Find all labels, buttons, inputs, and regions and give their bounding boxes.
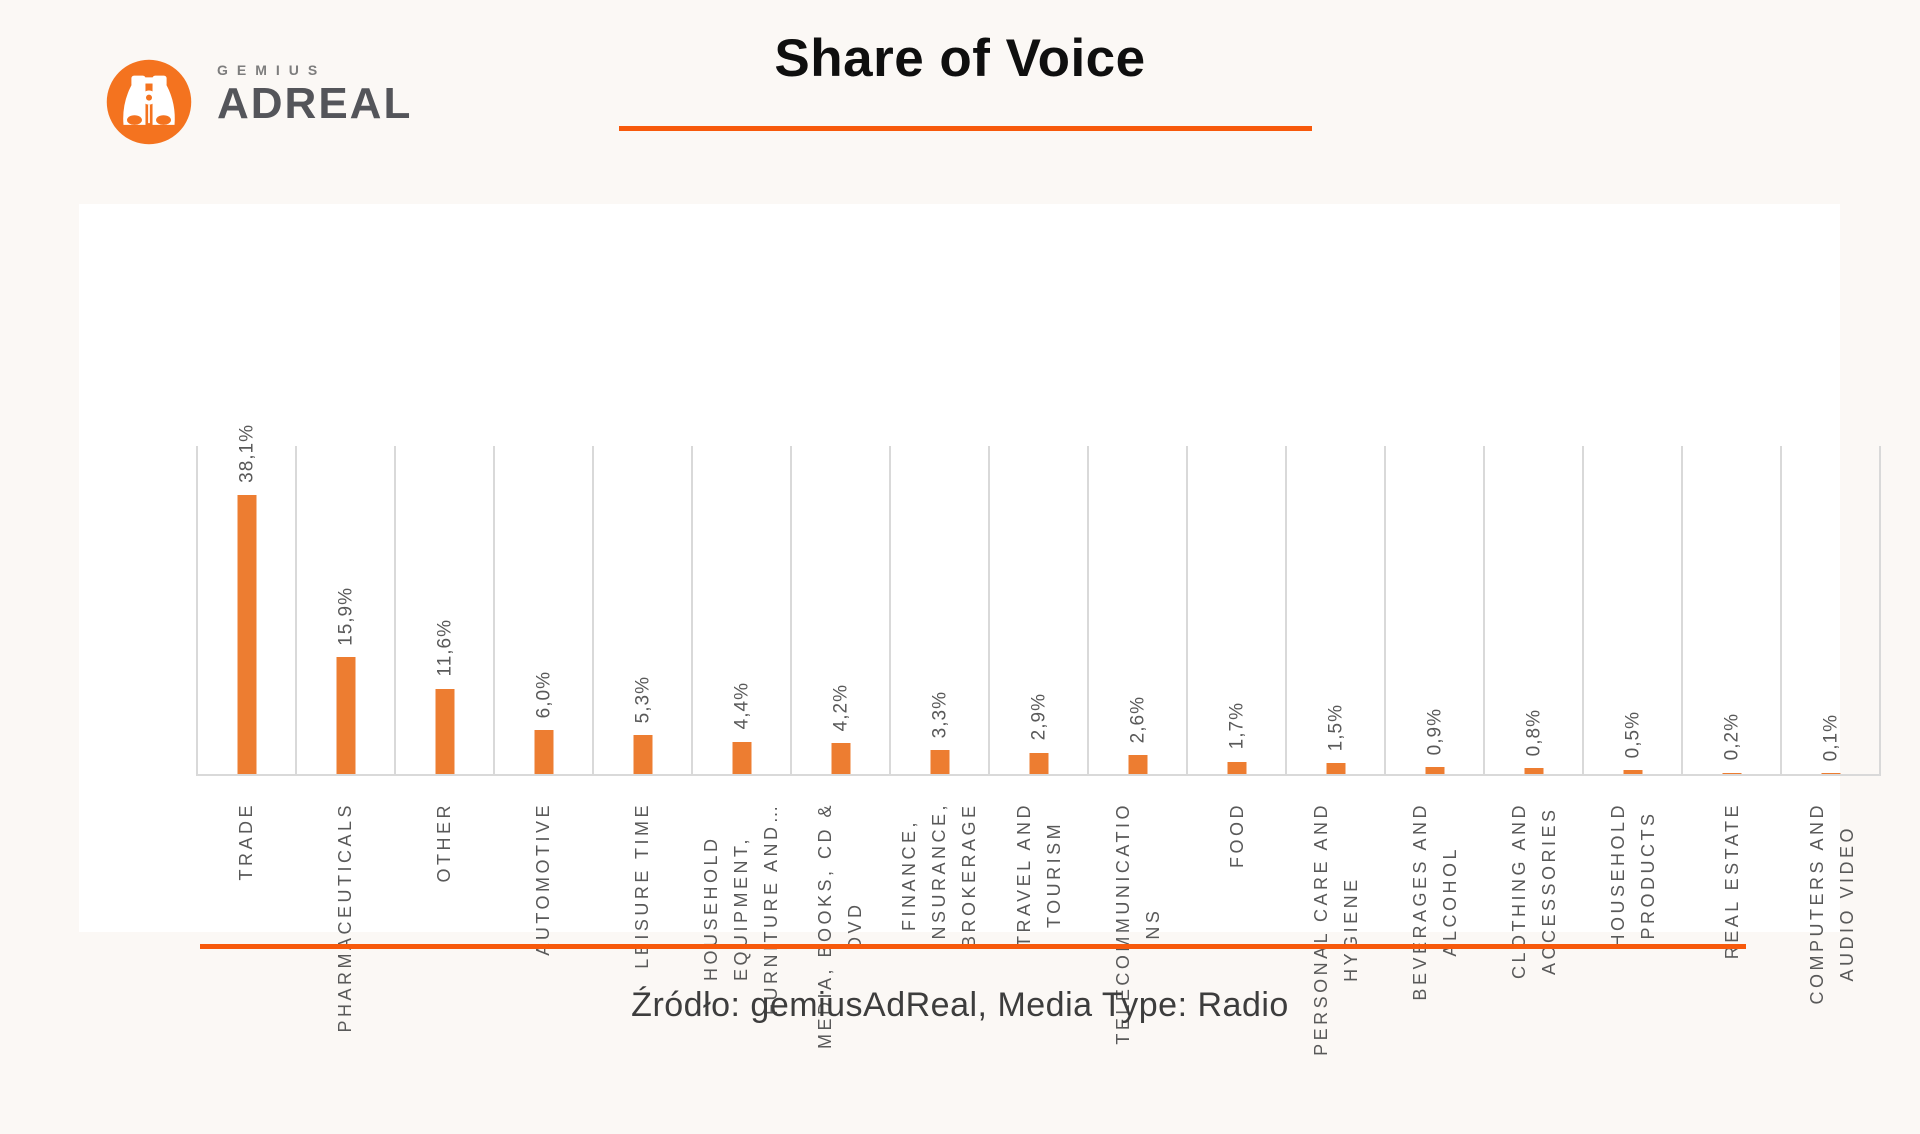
bar-value-label: 1,5%: [1325, 703, 1346, 751]
brand-adreal: ADREAL: [217, 79, 413, 128]
bar: [1029, 752, 1048, 774]
x-axis-labels: TRADE PHARMACEUTICALS OTHER AUTOMOTIVE LEISU…: [196, 778, 1881, 1134]
category-slot: 11,6%: [394, 446, 493, 774]
category-label: REAL ESTATE: [1722, 802, 1743, 960]
category-slot: 0,2%: [1681, 446, 1780, 774]
bar: [732, 741, 751, 774]
category-cell: TRADE: [196, 778, 295, 1134]
bar-value-label: 2,9%: [1028, 693, 1049, 741]
category-slot: 0,9%: [1384, 446, 1483, 774]
category-slot: 6,0%: [493, 446, 592, 774]
bar: [1623, 770, 1642, 774]
category-label: CLOTHING AND ACCESSORIES: [1509, 802, 1560, 980]
category-cell: TELECOMMUNICATIO NS: [1088, 778, 1187, 1134]
bar: [1326, 763, 1345, 774]
category-cell: MEDIA, BOOKS, CD & DVD: [791, 778, 890, 1134]
category-cell: COMPUTERS AND AUDIO VIDEO: [1782, 778, 1881, 1134]
category-cell: AUTOMOTIVE: [493, 778, 592, 1134]
category-slot: 3,3%: [889, 446, 988, 774]
bar-value-label: 0,2%: [1721, 713, 1742, 761]
category-label: HOUSEHOLD PRODUCTS: [1608, 802, 1659, 948]
adreal-logo: GEMIUS ADREAL: [105, 58, 412, 146]
source-text: Źródło: gemiusAdReal, Media Type: Radio: [631, 986, 1289, 1024]
category-slot: 0,5%: [1582, 446, 1681, 774]
bar: [1128, 754, 1147, 774]
bar-value-label: 0,5%: [1622, 711, 1643, 759]
bar: [930, 749, 949, 774]
binoculars-icon: [106, 59, 192, 145]
logo-text: GEMIUS ADREAL: [217, 58, 412, 128]
brand-gemius: GEMIUS: [217, 62, 327, 78]
bar: [831, 743, 850, 774]
footer-divider: [200, 944, 1746, 949]
category-cell: BEVERAGES AND ALCOHOL: [1386, 778, 1485, 1134]
category-cell: REAL ESTATE: [1683, 778, 1782, 1134]
category-slot: 38,1%: [196, 424, 295, 774]
category-slot: 5,3%: [592, 446, 691, 774]
bar-value-label: 5,3%: [632, 675, 653, 724]
category-slot: 0,8%: [1483, 446, 1582, 774]
bar-value-label: 2,6%: [1127, 695, 1148, 743]
bar: [237, 494, 256, 774]
category-cell: FINANCE, INSURANCE, BROKERAGE: [890, 778, 989, 1134]
bar-value-label: 38,1%: [236, 423, 257, 483]
category-cell: HOUSEHOLD EQUIPMENT, FURNITURE AND…: [692, 778, 791, 1134]
category-cell: HOUSEHOLD PRODUCTS: [1584, 778, 1683, 1134]
bar: [1425, 767, 1444, 774]
category-slot: 1,7%: [1186, 446, 1285, 774]
page: { "logo": { "brand_top": "GEMIUS", "bran…: [79, 29, 1881, 1056]
bar: [534, 730, 553, 774]
bar: [1524, 768, 1543, 774]
bar: [1821, 773, 1840, 774]
bar-value-label: 3,3%: [929, 690, 950, 738]
bar: [435, 688, 454, 774]
category-slot: 2,9%: [988, 446, 1087, 774]
category-slot: 4,4%: [691, 446, 790, 774]
category-slot: 1,5%: [1285, 446, 1384, 774]
bar-value-label: 15,9%: [335, 586, 356, 646]
category-cell: PERSONAL CARE AND HYGIENE: [1286, 778, 1385, 1134]
category-label: COMPUTERS AND AUDIO VIDEO: [1806, 802, 1857, 1005]
chart-card: 38,1% 15,9% 11,6% 6,0% 5,3% 4,4% 4,2% 3,3% 2,9% 2…: [79, 204, 1881, 1056]
category-cell: PHARMACEUTICALS: [295, 778, 394, 1134]
bar-value-label: 4,2%: [830, 683, 851, 732]
category-label: BEVERAGES AND ALCOHOL: [1410, 802, 1461, 1001]
category-cell: CLOTHING AND ACCESSORIES: [1485, 778, 1584, 1134]
bar-value-label: 11,6%: [434, 619, 455, 677]
category-cell: FOOD: [1187, 778, 1286, 1134]
category-cell: OTHER: [394, 778, 493, 1134]
category-label: OTHER: [433, 802, 454, 883]
category-label: TRAVEL AND TOURISM: [1013, 802, 1064, 948]
bar: [633, 735, 652, 774]
bar-value-label: 6,0%: [533, 670, 554, 718]
category-slot: 15,9%: [295, 446, 394, 774]
bar-value-label: 0,1%: [1820, 714, 1841, 762]
category-slot: 4,2%: [790, 446, 889, 774]
bar: [1722, 772, 1741, 774]
category-slot: 2,6%: [1087, 446, 1186, 774]
bar-value-label: 0,9%: [1424, 708, 1445, 756]
bar: [1227, 761, 1246, 774]
bar-value-label: 4,4%: [731, 682, 752, 730]
category-label: TRADE: [235, 802, 256, 881]
title-underline: [619, 126, 1312, 131]
category-cell: TRAVEL AND TOURISM: [989, 778, 1088, 1134]
page-title: Share of Voice: [774, 29, 1146, 88]
bar: [336, 657, 355, 774]
bar-value-label: 1,7%: [1226, 702, 1247, 750]
category-slot: 0,1%: [1780, 446, 1879, 774]
category-label: FINANCE, INSURANCE, BROKERAGE: [899, 802, 980, 949]
category-label: FOOD: [1226, 802, 1247, 868]
bar-value-label: 0,8%: [1523, 708, 1544, 757]
category-label: HOUSEHOLD EQUIPMENT, FURNITURE AND…: [701, 802, 782, 1015]
category-cell: LEISURE TIME: [593, 778, 692, 1134]
plot-area: 38,1% 15,9% 11,6% 6,0% 5,3% 4,4% 4,2% 3,3% 2,9% 2…: [196, 424, 1881, 776]
category-label: AUTOMOTIVE: [532, 802, 553, 956]
